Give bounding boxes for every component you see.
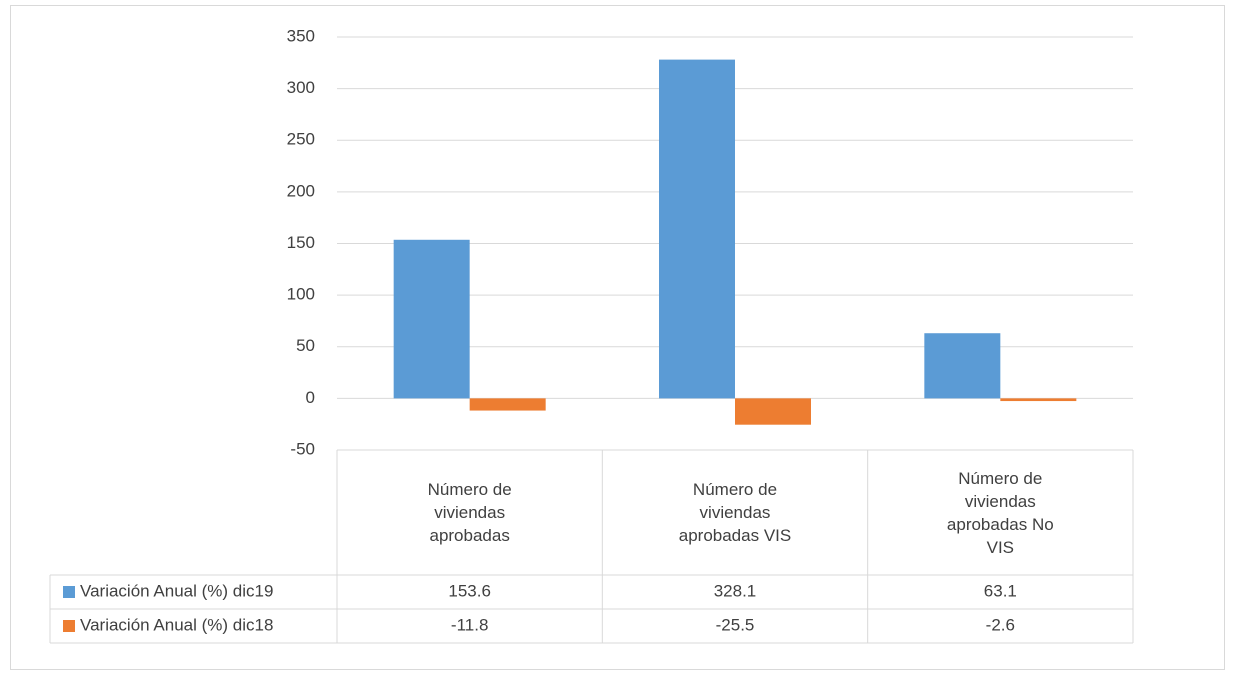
y-tick-label: 350 [287, 26, 315, 45]
table-value: 153.6 [448, 581, 491, 600]
y-tick-label: 50 [296, 336, 315, 355]
y-tick-label: 150 [287, 233, 315, 252]
table-value: 328.1 [714, 581, 757, 600]
category-text: Número de viviendas aprobadas No VIS [946, 468, 1054, 557]
table-value: -11.8 [451, 615, 489, 634]
x-tick-label: Número de viviendas aprobadas [337, 450, 602, 575]
category-text: Número de viviendas aprobadas [427, 480, 512, 545]
category-text: Número de viviendas aprobadas VIS [678, 480, 792, 545]
chart-border [10, 5, 1225, 670]
legend-label: Variación Anual (%) dic18 [80, 615, 273, 634]
y-tick-label: -50 [290, 439, 315, 458]
bar [659, 59, 735, 399]
y-tick-label: 0 [306, 388, 315, 407]
bar [924, 333, 1001, 399]
y-tick-label: 250 [287, 130, 315, 149]
table-value: 63.1 [984, 581, 1017, 600]
x-tick-label: Número de viviendas aprobadas VIS [602, 450, 867, 575]
bar [1000, 398, 1077, 402]
legend-swatch [63, 586, 75, 598]
y-tick-label: 200 [287, 181, 315, 200]
y-tick-label: 100 [287, 285, 315, 304]
bar [393, 239, 470, 399]
bar [735, 398, 811, 425]
legend-swatch [63, 620, 75, 632]
bar [469, 398, 546, 411]
x-tick-label: Número de viviendas aprobadas No VIS [868, 450, 1133, 575]
table-value: -25.5 [716, 615, 755, 634]
y-tick-label: 300 [287, 78, 315, 97]
table-value: -2.6 [986, 615, 1015, 634]
legend-label: Variación Anual (%) dic19 [80, 581, 273, 600]
